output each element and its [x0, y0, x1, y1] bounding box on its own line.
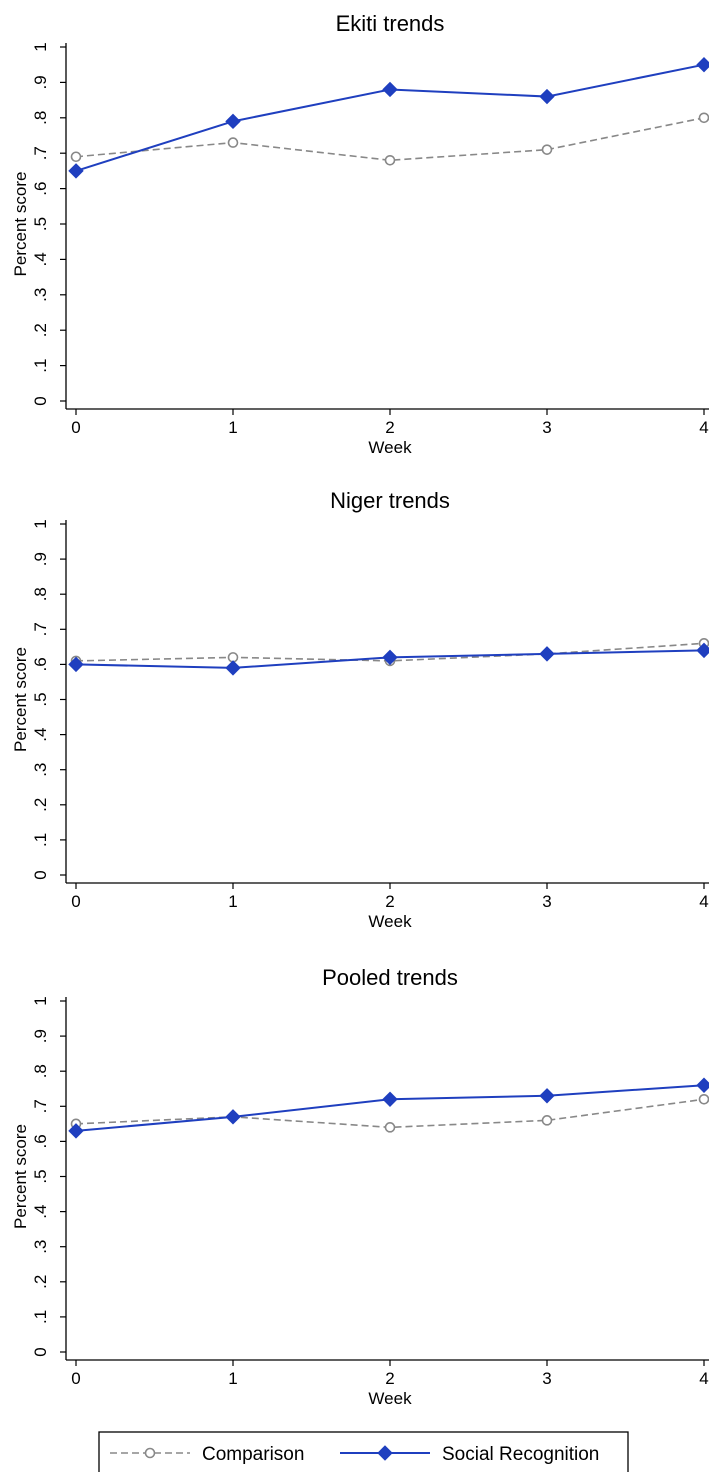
- y-tick-label: .8: [31, 587, 50, 601]
- x-tick-label: 2: [385, 418, 394, 437]
- x-tick-label: 0: [71, 1369, 80, 1388]
- y-tick-label: .4: [31, 728, 50, 742]
- x-tick-label: 3: [542, 1369, 551, 1388]
- chart-title: Niger trends: [330, 488, 450, 513]
- x-tick-label: 0: [71, 892, 80, 911]
- data-point-comparison: [698, 112, 709, 124]
- y-axis-title: Percent score: [11, 1124, 30, 1229]
- y-tick-label: .6: [31, 182, 50, 196]
- y-tick-label: .6: [31, 657, 50, 671]
- y-tick-label: .8: [31, 1064, 50, 1078]
- x-tick-label: 1: [228, 1369, 237, 1388]
- data-point-comparison: [384, 154, 396, 166]
- y-tick-label: .5: [31, 692, 50, 706]
- x-axis-title: Week: [368, 1389, 412, 1408]
- y-tick-label: .3: [31, 288, 50, 302]
- x-tick-label: 0: [71, 418, 80, 437]
- data-point-social-recognition: [225, 1109, 241, 1125]
- y-tick-label: .8: [31, 111, 50, 125]
- legend-marker-social-recognition: [377, 1445, 393, 1461]
- y-axis-title: Percent score: [11, 647, 30, 752]
- data-point-social-recognition: [696, 1077, 709, 1093]
- x-tick-label: 3: [542, 892, 551, 911]
- x-tick-label: 2: [385, 1369, 394, 1388]
- data-point-comparison: [541, 1115, 553, 1126]
- y-tick-label: 0: [31, 396, 50, 405]
- chart-panel-2: Niger trends 0 .1 .2 .3 .4 .5 .6 .7 .8 .9 1 0 1 2 3 4 Wee…: [11, 488, 709, 931]
- y-tick-label: 1: [31, 519, 50, 528]
- y-tick-label: .4: [31, 1205, 50, 1219]
- legend-label-social-recognition: Social Recognition: [442, 1444, 599, 1465]
- x-tick-label: 1: [228, 418, 237, 437]
- data-point-comparison: [384, 1122, 396, 1133]
- y-tick-label: 1: [31, 42, 50, 51]
- y-axis-title: Percent score: [11, 172, 30, 277]
- data-point-comparison: [70, 151, 82, 163]
- data-point-social-recognition: [68, 656, 84, 673]
- legend: Comparison Social Recognition: [98, 1431, 629, 1472]
- y-tick-label: .7: [31, 1099, 50, 1113]
- y-tick-label: 1: [31, 996, 50, 1005]
- y-tick-label: .7: [31, 622, 50, 636]
- chart-title: Ekiti trends: [336, 11, 445, 36]
- data-point-social-recognition: [539, 1088, 555, 1104]
- y-tick-label: .1: [31, 833, 50, 847]
- y-tick-label: .3: [31, 1240, 50, 1254]
- y-tick-label: .2: [31, 1275, 50, 1289]
- data-point-social-recognition: [696, 56, 709, 73]
- series-line-social-recognition: [75, 63, 705, 172]
- y-tick-label: 0: [31, 870, 50, 879]
- chart-panel-3: Pooled trends 0 .1 .2 .3 .4 .5 .6 .7 .8 .9 1 0 1 2 3 4 We…: [11, 965, 709, 1408]
- y-tick-label: .2: [31, 798, 50, 812]
- y-tick-label: .9: [31, 552, 50, 566]
- data-point-social-recognition: [382, 649, 398, 666]
- x-tick-label: 2: [385, 892, 394, 911]
- y-tick-label: .9: [31, 1029, 50, 1043]
- y-tick-label: .7: [31, 146, 50, 160]
- data-point-social-recognition: [68, 163, 84, 179]
- y-tick-label: .6: [31, 1134, 50, 1148]
- y-tick-label: .5: [31, 1169, 50, 1183]
- data-point-social-recognition: [539, 646, 555, 662]
- legend-marker-comparison: [144, 1447, 156, 1459]
- y-tick-label: .1: [31, 359, 50, 373]
- series-line-comparison: [75, 117, 705, 162]
- data-point-social-recognition: [225, 660, 241, 676]
- data-point-social-recognition: [382, 81, 398, 98]
- data-point-comparison: [698, 1093, 709, 1105]
- x-tick-label: 4: [699, 418, 708, 437]
- chart-panel-1: Ekiti trends 0 .1 .2 .3 .4 .5 .6 .7 .8 .9 1 0 1 2 3 4 Wee…: [11, 11, 709, 457]
- y-tick-label: .3: [31, 763, 50, 777]
- x-axis-title: Week: [368, 438, 412, 457]
- data-point-social-recognition: [382, 1091, 398, 1107]
- y-tick-label: .1: [31, 1310, 50, 1324]
- data-point-comparison: [541, 144, 553, 155]
- y-tick-label: 0: [31, 1347, 50, 1356]
- y-tick-label: .9: [31, 75, 50, 89]
- y-tick-label: .2: [31, 323, 50, 337]
- x-tick-label: 4: [699, 1369, 708, 1388]
- data-point-social-recognition: [225, 113, 241, 130]
- data-point-social-recognition: [68, 1123, 84, 1139]
- y-tick-label: .4: [31, 252, 50, 266]
- data-point-comparison: [227, 137, 239, 148]
- legend-label-comparison: Comparison: [202, 1444, 304, 1465]
- x-tick-label: 3: [542, 418, 551, 437]
- chart-title: Pooled trends: [322, 965, 458, 990]
- x-tick-label: 4: [699, 892, 708, 911]
- x-tick-label: 1: [228, 892, 237, 911]
- x-axis-title: Week: [368, 912, 412, 931]
- y-tick-label: .5: [31, 217, 50, 231]
- data-point-social-recognition: [539, 88, 555, 105]
